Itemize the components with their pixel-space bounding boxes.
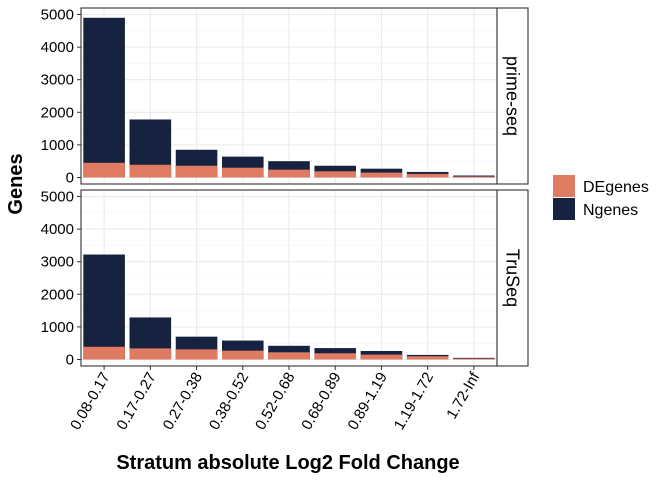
panels: 0 1000 2000 3000 4000 5000 0 1000 2000 3000 4000 50… [41,7,498,368]
bar-degenes-0.52-0.68 [268,169,310,178]
bar-degenes-1.72-Inf [453,176,495,178]
x-tick-label: 0.89-1.19 [344,370,390,433]
x-axis-title: Stratum absolute Log2 Fold Change [116,452,459,474]
y-tick-label: 4000 [41,221,74,238]
y-tick-label: 1000 [41,137,74,154]
bar-degenes-1.72-Inf [453,358,495,360]
y-tick-label: 2000 [41,104,74,121]
x-axis: 0.08-0.17 0.17-0.27 0.27-0.38 0.38-0.52 0.52… [67,366,484,433]
facet-label: TruSeq [503,249,523,307]
facet-strip-0: prime-seq [496,7,529,185]
bar-ngenes-0.08-0.17 [83,17,125,178]
y-tick-label: 0 [66,351,74,368]
x-tick-label: 0.68-0.89 [298,370,344,433]
x-tick-label: 0.08-0.17 [67,370,113,433]
bar-degenes-0.68-0.89 [314,171,357,178]
y-tick-label: 1000 [41,319,74,336]
legend-item-ngenes: Ngenes [553,198,638,220]
bar-degenes-0.38-0.52 [221,350,264,360]
legend-item-degenes: DEgenes [553,175,649,197]
legend-key-swatch [553,198,575,220]
bar-ngenes-0.08-0.17 [83,254,125,360]
facet-label: prime-seq [503,56,523,136]
bar-degenes-0.08-0.17 [83,346,125,360]
bar-degenes-0.52-0.68 [268,352,310,360]
y-tick-label: 5000 [41,189,74,206]
bar-ngenes-1.72-Inf [453,175,495,178]
bar-degenes-0.17-0.27 [129,164,172,178]
x-tick-label: 0.38-0.52 [206,370,252,433]
bar-degenes-1.19-1.72 [406,173,449,178]
legend-label: Ngenes [583,202,638,219]
x-tick-label: 1.72-Inf [443,369,484,422]
y-tick-label: 4000 [41,39,74,56]
x-tick-label: 0.17-0.27 [113,370,159,433]
x-tick-label: 0.27-0.38 [160,370,206,433]
y-tick-label: 5000 [41,7,74,24]
strip-background [496,189,529,367]
legend-label: DEgenes [583,179,649,196]
bar-degenes-0.27-0.38 [175,349,218,360]
x-tick-label: 0.52-0.68 [252,370,298,433]
bar-degenes-0.89-1.19 [360,354,403,360]
x-tick-label: 1.19-1.72 [391,370,437,433]
y-axis-title: Genes [5,153,27,214]
y-tick-label: 0 [66,169,74,186]
y-tick-label: 3000 [41,254,74,271]
legend: DEgenes Ngenes [553,175,649,220]
panel-0: 0 1000 2000 3000 4000 5000 [41,7,498,186]
bar-degenes-0.17-0.27 [129,348,172,360]
y-tick-label: 3000 [41,72,74,89]
bar-degenes-0.68-0.89 [314,353,357,360]
facet-strip-1: TruSeq [496,189,529,367]
bar-degenes-0.38-0.52 [221,167,264,178]
bar-degenes-0.27-0.38 [175,165,218,178]
y-tick-label: 2000 [41,286,74,303]
bar-degenes-0.89-1.19 [360,172,403,178]
legend-key-swatch [553,175,575,197]
bar-degenes-0.08-0.17 [83,162,125,178]
facet-strips: prime-seq TruSeq [496,7,529,367]
bar-degenes-1.19-1.72 [406,356,449,360]
panel-1: 0 1000 2000 3000 4000 5000 [41,189,498,368]
strip-background [496,7,529,185]
